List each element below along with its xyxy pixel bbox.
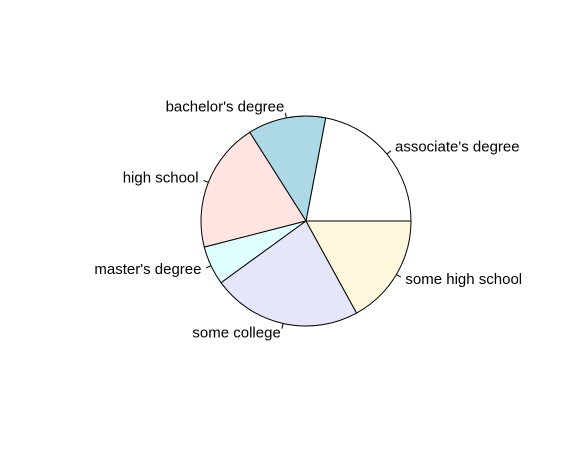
pie-tick-some-college xyxy=(281,323,284,329)
pie-tick-bachelor-s-degree xyxy=(284,112,287,118)
pie-tick-high-school xyxy=(203,179,209,183)
pie-label-associate-s-degree: associate's degree xyxy=(395,138,520,155)
pie-tick-master-s-degree xyxy=(206,265,212,269)
pie-slice-bachelor-s-degree xyxy=(249,115,327,223)
pie-slice-some-college xyxy=(220,220,358,327)
pie-slice-associate-s-degree xyxy=(305,117,412,222)
pie-label-some-college: some college xyxy=(192,325,280,342)
pie-label-master-s-degree: master's degree xyxy=(94,261,201,278)
pie-label-some-high-school: some high school xyxy=(405,271,522,288)
pie-label-ticks xyxy=(203,112,402,329)
pie-labels: associate's degree bachelor's degree high … xyxy=(94,99,522,342)
pie-label-bachelor-s-degree: bachelor's degree xyxy=(166,99,285,116)
pie-tick-some-high-school xyxy=(396,274,402,278)
pie-slices xyxy=(200,115,412,327)
pie-tick-associate-s-degree xyxy=(386,150,392,155)
pie-slice-high-school xyxy=(200,131,307,248)
pie-slice-some-high-school xyxy=(305,220,412,314)
pie-label-high-school: high school xyxy=(123,169,199,186)
